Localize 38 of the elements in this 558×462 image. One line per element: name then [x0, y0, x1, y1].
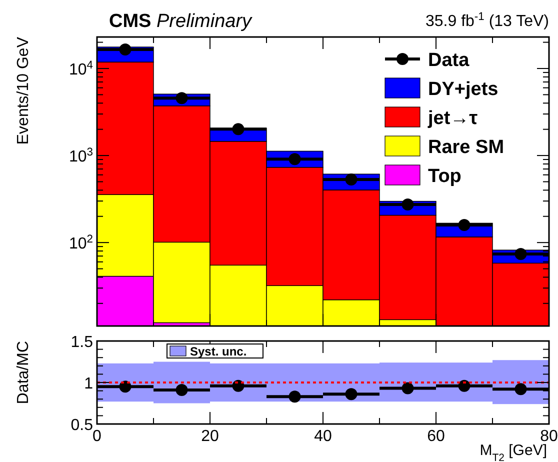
- point: [402, 198, 414, 210]
- point: [402, 382, 414, 394]
- legend-label: Top: [428, 166, 462, 187]
- y-tick-label: 10$^{2}$: [68, 234, 93, 253]
- point: [288, 390, 301, 403]
- point: [345, 174, 358, 186]
- point: [514, 383, 527, 396]
- point: [176, 92, 188, 104]
- y-axis-title: Data/MC: [15, 341, 32, 404]
- legend-label: Data: [428, 50, 470, 71]
- chart-title: CMS Preliminary: [109, 11, 254, 32]
- y-tick-label: 10$^{4}$: [68, 59, 93, 78]
- point: [345, 388, 358, 400]
- point: [119, 380, 132, 393]
- point: [458, 380, 470, 392]
- x-axis-title: M$_{T2}$ [GeV]: [480, 442, 547, 462]
- y-tick-label: 10$^{3}$: [68, 146, 93, 166]
- legend-label: Syst. unc.: [190, 344, 247, 358]
- x-tick-label: 0: [92, 428, 102, 445]
- point: [176, 384, 188, 396]
- y-tick-label: 1: [84, 376, 94, 392]
- legend-label: jet→τ: [427, 108, 478, 129]
- point: [514, 248, 527, 260]
- point: [119, 44, 132, 56]
- legend-label: Rare SM: [428, 137, 504, 158]
- x-tick-label: 80: [540, 428, 558, 445]
- point: [232, 380, 244, 392]
- y-tick-label: 1.5: [70, 334, 94, 351]
- point: [458, 219, 470, 232]
- legend-label: DY+jets: [428, 79, 498, 100]
- y-tick-label: 0.5: [70, 417, 94, 434]
- chart-subtitle: 35.9 fb$^{-1}$ (13 TeV): [425, 11, 549, 30]
- x-tick-label: 40: [314, 428, 332, 445]
- point: [232, 123, 244, 136]
- x-tick-label: 20: [201, 428, 219, 445]
- point: [288, 153, 301, 166]
- x-tick-label: 60: [427, 428, 445, 445]
- y-axis-title: Events/10 GeV: [15, 36, 32, 145]
